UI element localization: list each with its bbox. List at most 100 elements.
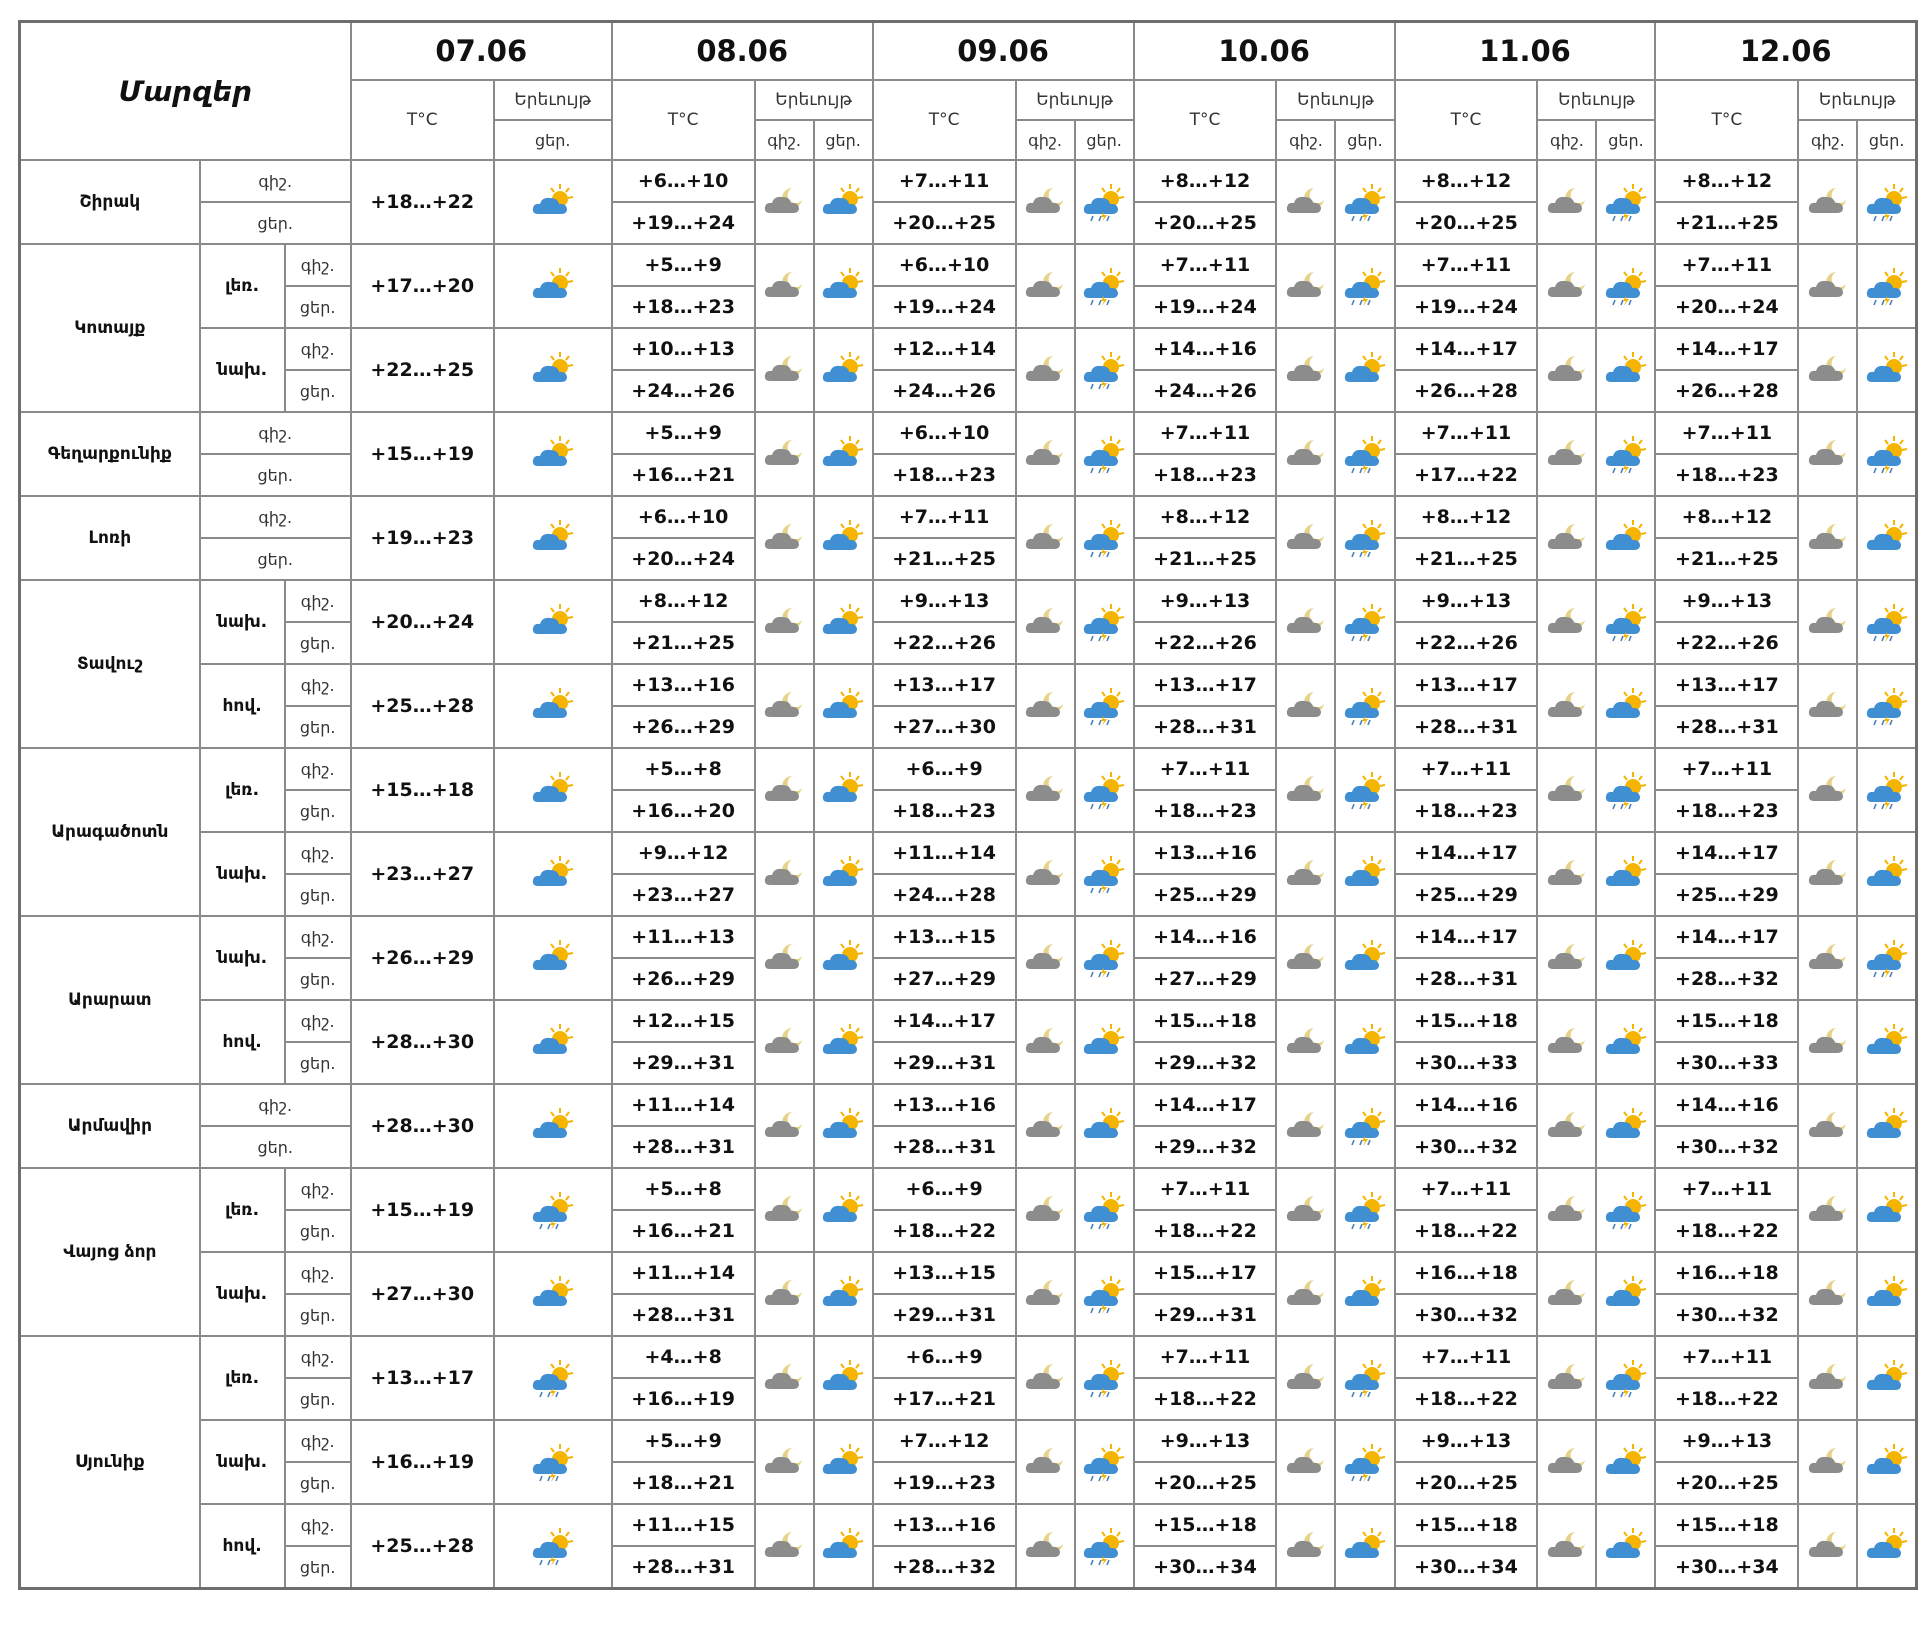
date-header: 07.06 [349,20,613,81]
grey-cloud-moon-icon [1283,854,1329,894]
night-temp: +7…+11 [1132,1167,1278,1211]
night-weather-cell [1275,747,1337,833]
grey-cloud-moon-icon [1022,1442,1068,1482]
night-weather-cell [1797,747,1859,833]
table-row: ցեր. +28…+31 +28…+31 +29…+32 +30…+32 +30…+32 [20,1125,1917,1169]
day-weather-cell [1595,1167,1657,1253]
day-label: ցեր. [283,1209,352,1253]
night-temp: +8…+12 [1654,159,1800,203]
night-temp: +7…+11 [1132,1335,1278,1379]
temp-column-header: T°C [1654,79,1800,161]
day-temp: +19…+24 [871,285,1017,329]
region-name: Սյունիք [18,1335,201,1590]
sun-cloud-icon [1342,854,1388,894]
night-weather-cell [1797,999,1859,1085]
sun-cloud-icon [1342,938,1388,978]
phenomenon-column-header: Երեւույթ [1797,79,1918,121]
day-weather-cell [1595,1083,1657,1169]
table-row: նախ. գիշ. +23…+27 +9…+12 +11…+14 +13…+16 +14…+… [20,831,1918,917]
day-label: ցեր. [283,705,352,749]
night-weather-cell [1536,159,1598,245]
sun-cloud-rain-icon [1342,182,1388,222]
sun-cloud-rain-icon [1864,266,1910,306]
night-weather-cell [1797,327,1859,413]
day-subheader: ցեր. [492,119,613,161]
sun-cloud-rain-icon [530,1190,576,1230]
table-row: ցեր. +29…+31 +29…+31 +29…+32 +30…+33 +30…+33 [20,1041,1917,1085]
zone-name: լեռ. [198,747,286,833]
zone-name: նախ. [198,915,286,1001]
day-weather-cell [1595,243,1657,329]
table-row: ցեր. +16…+21 +18…+22 +18…+22 +18…+22 +18…+22 [20,1209,1917,1253]
day-temp: +22…+26 [1393,621,1539,665]
grey-cloud-moon-icon [761,1526,807,1566]
day-temp: +20…+24 [610,537,756,581]
table-row: հով. գիշ. +25…+28 +11…+15 +13…+16 +15…+18 +15…… [20,1503,1918,1590]
region-name: Արմավիր [18,1083,201,1169]
day-weather-cell [492,243,613,329]
day-weather-cell [1856,495,1918,581]
day-temp: +18…+23 [1393,789,1539,833]
night-temp: +12…+15 [610,999,756,1043]
day-temp: +30…+32 [1654,1125,1800,1169]
day-temp: +29…+32 [1132,1041,1278,1085]
grey-cloud-moon-icon [1544,1106,1590,1146]
table-row: Գեղարքունիք գիշ. +15…+19 +5…+9 +6…+10 +7…+11 +… [18,411,1918,497]
grey-cloud-moon-icon [1544,1358,1590,1398]
day-temp: +27…+30 [349,1251,495,1337]
sun-cloud-icon [820,350,866,390]
date-header: 12.06 [1654,20,1918,81]
night-temp: +7…+11 [1654,243,1800,287]
sun-cloud-icon [1603,1106,1649,1146]
day-weather-cell [492,411,613,497]
night-weather-cell [1797,915,1859,1001]
table-row: ցեր. +16…+19 +17…+21 +18…+22 +18…+22 +18…+22 [20,1377,1917,1421]
day-temp: +28…+30 [349,999,495,1085]
table-row: Կոտայք լեռ. գիշ. +17…+20 +5…+9 +6…+10 +7…+11 +7… [18,243,1918,413]
night-weather-cell [1014,159,1076,245]
night-temp: +13…+15 [871,915,1017,959]
date-header: 09.06 [871,20,1135,81]
day-temp: +20…+25 [1132,201,1278,245]
night-weather-cell [1797,243,1859,329]
grey-cloud-moon-icon [761,854,807,894]
sun-cloud-rain-icon [1342,1442,1388,1482]
night-weather-cell [1797,1419,1859,1505]
grey-cloud-moon-icon [1805,1358,1851,1398]
day-weather-cell [1073,495,1135,581]
day-label: ցեր. [198,537,352,581]
grey-cloud-moon-icon [1283,1022,1329,1062]
sun-cloud-icon [530,266,576,306]
sun-cloud-rain-icon [1081,770,1127,810]
grey-cloud-moon-icon [1022,1190,1068,1230]
night-weather-cell [1536,1503,1598,1590]
grey-cloud-moon-icon [1022,770,1068,810]
night-weather-cell [1536,1251,1598,1337]
day-weather-cell [812,243,874,329]
night-temp: +16…+18 [1393,1251,1539,1295]
day-label: ցեր. [283,621,352,665]
day-subheader: ցեր. [1334,119,1396,161]
sun-cloud-icon [530,1274,576,1314]
phenomenon-column-header: Երեւույթ [753,79,874,121]
zone-name: հով. [198,663,286,749]
day-temp: +30…+32 [1393,1293,1539,1337]
night-temp: +15…+18 [1393,999,1539,1043]
day-temp: +19…+24 [1393,285,1539,329]
night-weather-cell [1275,1503,1337,1590]
day-temp: +28…+32 [1654,957,1800,1001]
day-temp: +28…+31 [1132,705,1278,749]
forecast-container: Մարզեր 07.06 08.06 09.06 10.06 11.06 12.06 T°C Ե… [18,20,1918,1590]
day-weather-cell [1073,1335,1135,1421]
night-weather-cell [1275,159,1337,245]
night-temp: +7…+11 [1132,243,1278,287]
night-weather-cell [753,1503,815,1590]
sun-cloud-icon [1864,1442,1910,1482]
day-temp: +18…+22 [1393,1209,1539,1253]
day-temp: +25…+29 [1654,873,1800,917]
day-temp: +29…+31 [871,1041,1017,1085]
day-label: ցեր. [283,1377,352,1421]
table-row: ցեր. +26…+29 +27…+30 +28…+31 +28…+31 +28…+31 [20,705,1917,749]
day-temp: +25…+28 [349,1503,495,1590]
sun-cloud-rain-icon [1081,602,1127,642]
